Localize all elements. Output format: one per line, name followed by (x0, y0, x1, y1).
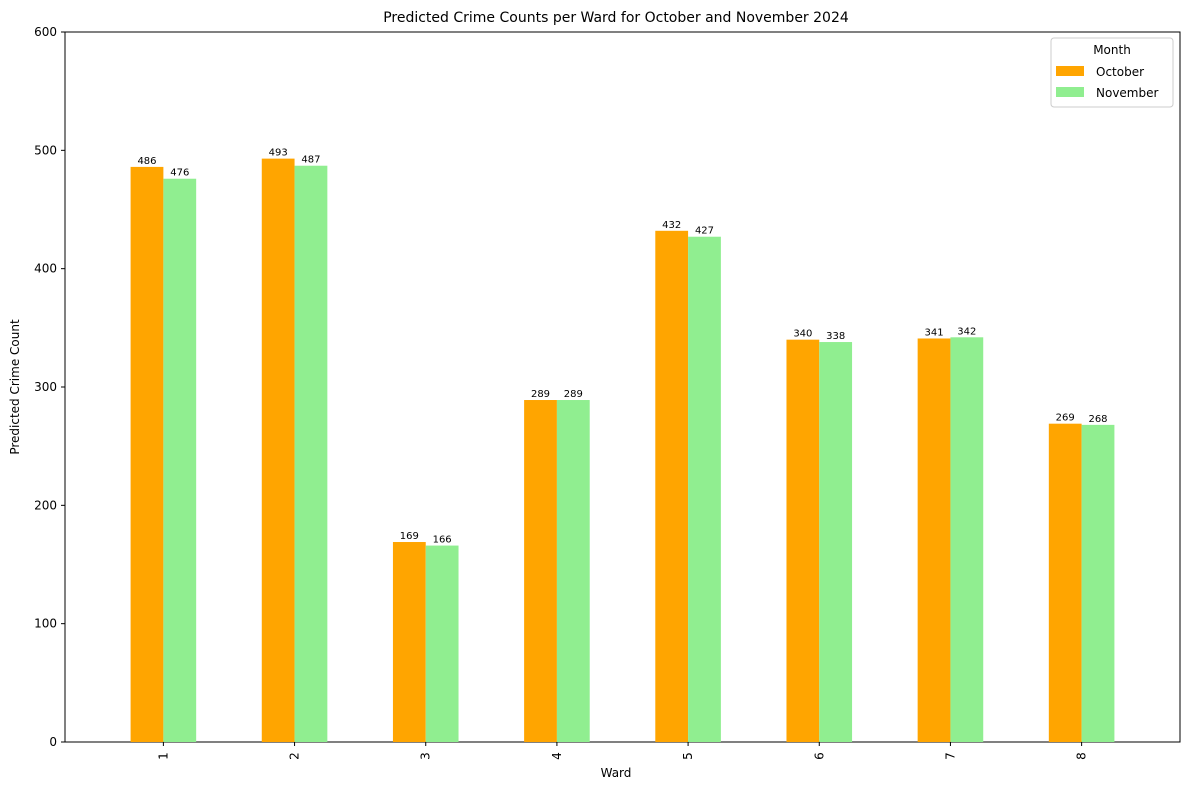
bar-value-label: 338 (826, 331, 845, 342)
bar-value-label: 340 (793, 329, 812, 340)
bar-october-ward-3 (392, 542, 426, 742)
y-tick-label: 600 (34, 25, 57, 39)
bar-october-ward-4 (524, 400, 557, 742)
chart-title: Predicted Crime Counts per Ward for Octo… (383, 10, 849, 26)
y-axis: 0 100 200 300 400 500 600 (34, 25, 65, 749)
bar-november-ward-1 (163, 178, 197, 742)
bar-value-label: 432 (662, 220, 681, 231)
bar-october-ward-8 (1048, 423, 1082, 742)
bar-labels-group: 486 493 169 289 432 340 341 269 476 487 166 289 427 3… (137, 148, 1107, 546)
bar-november-ward-8 (1081, 424, 1115, 742)
bar-november-ward-4 (556, 400, 590, 742)
bar-value-label: 342 (957, 326, 976, 337)
x-axis-label: Ward (601, 766, 632, 780)
bar-november-ward-2 (294, 165, 328, 742)
x-tick-label: 2 (288, 752, 302, 760)
y-tick-label: 100 (34, 617, 57, 631)
legend-swatch-october (1056, 66, 1084, 76)
bar-october-ward-5 (655, 230, 689, 743)
bar-november-ward-5 (688, 236, 721, 742)
bar-november-ward-7 (950, 337, 984, 742)
bar-october-ward-7 (917, 338, 951, 742)
bar-value-label: 269 (1056, 413, 1075, 424)
x-tick-label: 1 (156, 752, 170, 760)
bar-value-label: 427 (695, 226, 714, 237)
bar-october-ward-1 (130, 166, 164, 742)
y-tick-label: 500 (34, 143, 57, 157)
legend-swatch-november (1056, 87, 1084, 97)
bar-value-label: 289 (564, 389, 583, 400)
bar-october-ward-2 (261, 158, 295, 742)
y-axis-label: Predicted Crime Count (8, 319, 22, 455)
y-tick-label: 200 (34, 498, 57, 512)
y-tick-label: 300 (34, 380, 57, 394)
y-tick-label: 400 (34, 262, 57, 276)
x-axis: 1 2 3 4 5 6 7 8 (156, 742, 1089, 760)
x-tick-label: 7 (943, 752, 957, 760)
bar-value-label: 169 (400, 531, 419, 542)
x-tick-label: 8 (1075, 752, 1089, 760)
bar-value-label: 493 (269, 148, 288, 159)
legend: Month October November (1050, 37, 1174, 108)
bar-value-label: 486 (137, 156, 156, 167)
x-tick-label: 6 (812, 752, 826, 760)
legend-label-october: October (1096, 65, 1144, 79)
x-tick-label: 5 (681, 752, 695, 760)
bar-value-label: 487 (301, 155, 320, 166)
bar-value-label: 166 (433, 535, 452, 546)
bars-group (130, 158, 1115, 743)
bar-value-label: 476 (170, 168, 189, 179)
y-tick-label: 0 (49, 735, 57, 749)
legend-label-november: November (1096, 86, 1158, 100)
bar-november-ward-3 (425, 545, 459, 742)
plot-area (64, 31, 1181, 743)
plot-frame (64, 31, 1181, 743)
bar-november-ward-6 (819, 342, 853, 742)
bar-october-ward-6 (786, 339, 820, 742)
bar-value-label: 341 (924, 327, 943, 338)
legend-title: Month (1093, 43, 1131, 57)
bar-value-label: 289 (531, 389, 550, 400)
x-tick-label: 4 (550, 752, 564, 760)
bar-value-label: 268 (1088, 414, 1107, 425)
x-tick-label: 3 (419, 752, 433, 760)
